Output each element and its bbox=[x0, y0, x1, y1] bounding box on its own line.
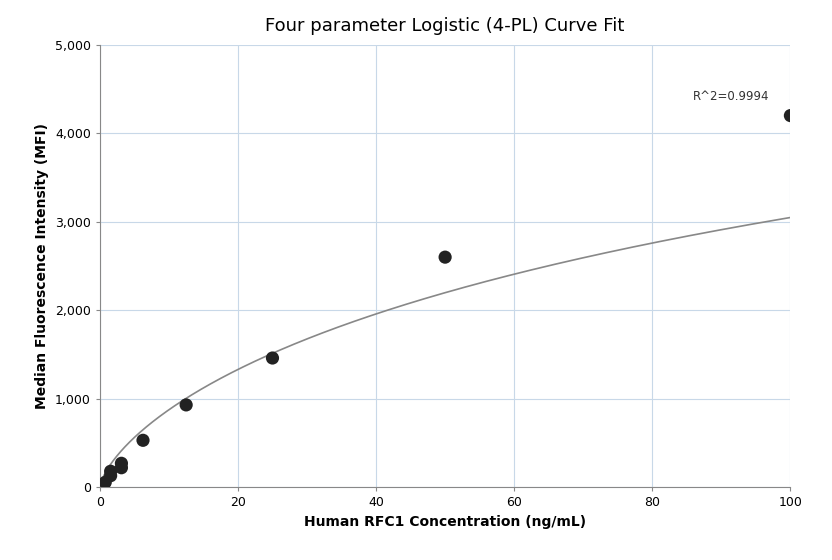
Y-axis label: Median Fluorescence Intensity (MFI): Median Fluorescence Intensity (MFI) bbox=[35, 123, 49, 409]
Point bbox=[784, 111, 797, 120]
Point bbox=[438, 253, 452, 262]
X-axis label: Human RFC1 Concentration (ng/mL): Human RFC1 Concentration (ng/mL) bbox=[304, 515, 587, 529]
Point bbox=[115, 463, 128, 472]
Point bbox=[104, 471, 117, 480]
Point bbox=[104, 467, 117, 476]
Text: R^2=0.9994: R^2=0.9994 bbox=[693, 90, 770, 102]
Point bbox=[266, 353, 280, 362]
Point bbox=[115, 459, 128, 468]
Point bbox=[136, 436, 150, 445]
Point bbox=[180, 400, 193, 409]
Point bbox=[98, 478, 111, 487]
Title: Four parameter Logistic (4-PL) Curve Fit: Four parameter Logistic (4-PL) Curve Fit bbox=[265, 17, 625, 35]
